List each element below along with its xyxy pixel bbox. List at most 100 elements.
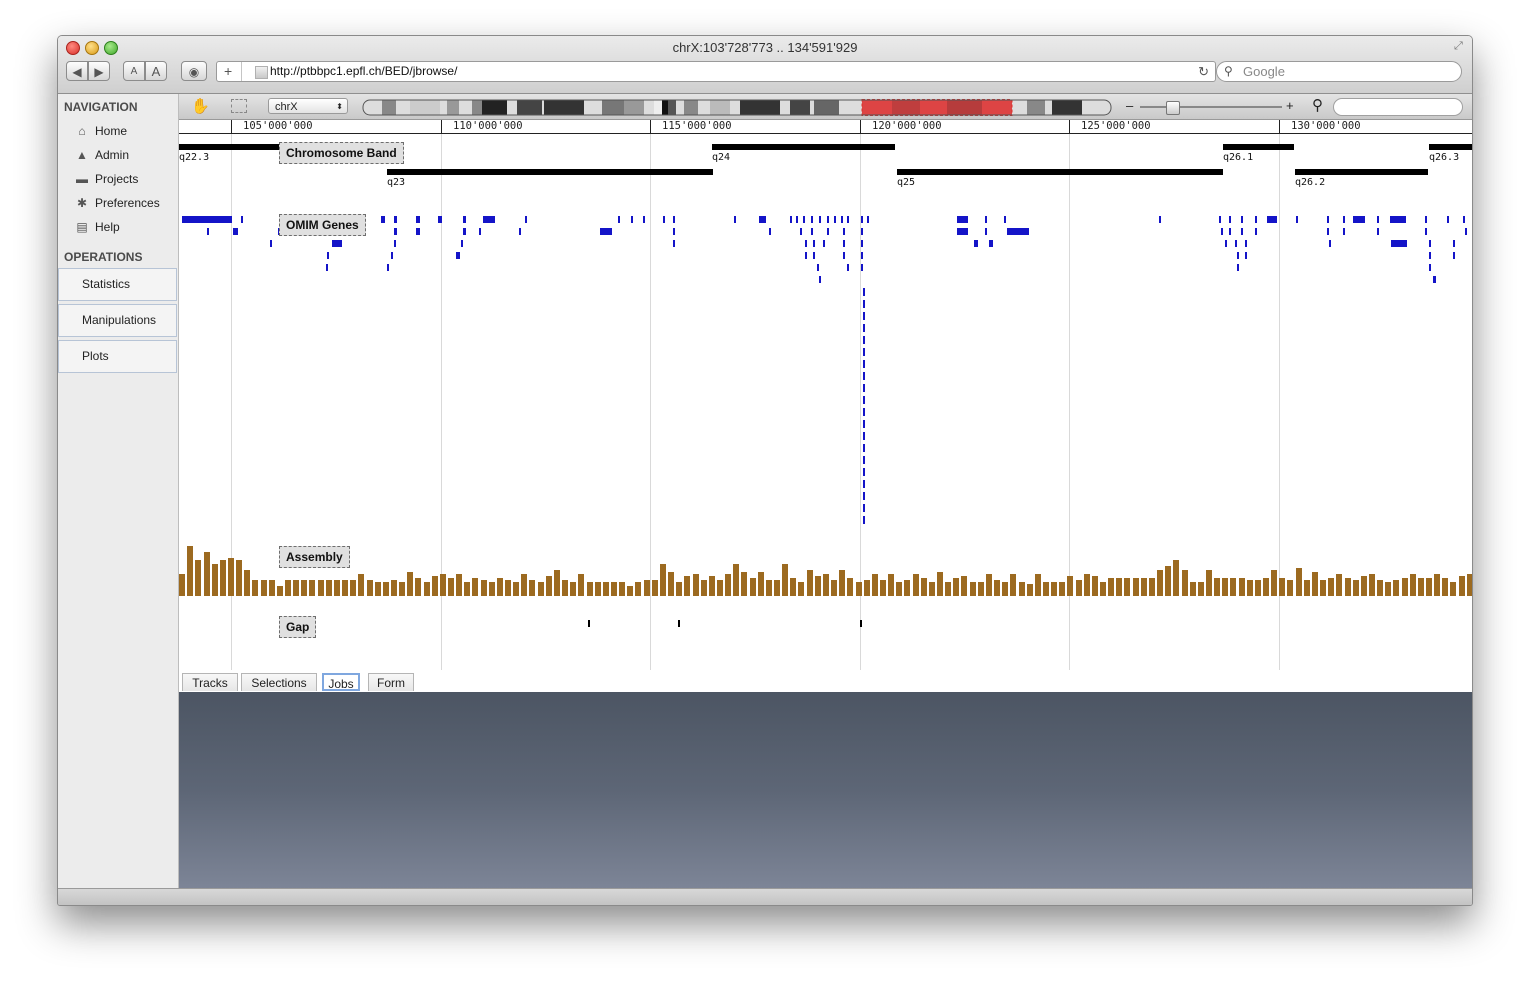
track-label-chromosome-band[interactable]: Chromosome Band — [279, 142, 404, 164]
band-bar[interactable] — [1295, 169, 1428, 175]
gene-feature[interactable] — [1255, 216, 1257, 223]
gene-feature[interactable] — [863, 300, 865, 308]
gene-feature[interactable] — [479, 228, 481, 235]
gene-feature[interactable] — [394, 240, 396, 247]
gene-feature[interactable] — [326, 264, 328, 271]
gene-feature[interactable] — [1429, 240, 1431, 247]
zoom-out-icon[interactable]: – — [1126, 98, 1134, 113]
gene-feature[interactable] — [387, 264, 389, 271]
gene-feature[interactable] — [463, 216, 466, 223]
gene-feature[interactable] — [241, 216, 243, 223]
back-button[interactable]: ◀ — [66, 61, 88, 81]
gene-feature[interactable] — [1219, 216, 1221, 223]
text-smaller-button[interactable]: A — [123, 61, 145, 81]
gene-feature[interactable] — [803, 216, 805, 223]
zoom-in-icon[interactable]: + — [1286, 98, 1294, 113]
operation-plots[interactable]: Plots — [58, 340, 177, 373]
track-label-assembly[interactable]: Assembly — [279, 546, 350, 568]
gene-feature[interactable] — [769, 228, 771, 235]
gene-feature[interactable] — [1229, 228, 1231, 235]
gene-feature[interactable] — [800, 228, 802, 235]
gene-feature[interactable] — [1343, 216, 1345, 223]
nav-item-admin[interactable]: ▲ Admin — [74, 145, 174, 165]
gene-feature[interactable] — [1377, 216, 1379, 223]
gene-feature[interactable] — [827, 228, 829, 235]
gene-feature[interactable] — [823, 240, 825, 247]
gene-feature[interactable] — [1245, 240, 1247, 247]
tab-selections[interactable]: Selections — [241, 673, 317, 691]
gene-feature[interactable] — [863, 348, 865, 356]
gene-feature[interactable] — [1329, 240, 1331, 247]
gene-feature[interactable] — [1429, 252, 1431, 259]
gene-feature[interactable] — [438, 216, 442, 223]
gene-feature[interactable] — [643, 216, 645, 223]
tab-tracks[interactable]: Tracks — [182, 673, 238, 691]
operation-statistics[interactable]: Statistics — [58, 268, 177, 301]
tab-form[interactable]: Form — [368, 673, 414, 691]
gene-feature[interactable] — [863, 492, 865, 500]
gene-feature[interactable] — [841, 216, 843, 223]
gene-feature[interactable] — [618, 216, 620, 223]
gene-feature[interactable] — [863, 420, 865, 428]
gene-feature[interactable] — [1267, 216, 1277, 223]
gene-feature[interactable] — [1229, 216, 1231, 223]
gene-feature[interactable] — [207, 228, 209, 235]
gene-feature[interactable] — [847, 216, 849, 223]
band-bar[interactable] — [179, 144, 279, 150]
region-select-icon[interactable] — [231, 99, 247, 113]
nav-item-home[interactable]: ⌂ Home — [74, 121, 174, 141]
gene-feature[interactable] — [1343, 228, 1345, 235]
gene-feature[interactable] — [461, 240, 463, 247]
gene-feature[interactable] — [989, 240, 993, 247]
gene-feature[interactable] — [843, 228, 845, 235]
gene-feature[interactable] — [1327, 228, 1329, 235]
gene-feature[interactable] — [985, 216, 987, 223]
add-bookmark-icon[interactable]: + — [224, 63, 233, 79]
gene-feature[interactable] — [182, 216, 232, 223]
zoom-window-button[interactable] — [104, 41, 118, 55]
gap-feature[interactable] — [678, 620, 680, 627]
location-search-input[interactable] — [1333, 98, 1463, 116]
gene-feature[interactable] — [863, 408, 865, 416]
gene-feature[interactable] — [861, 228, 863, 235]
track-label-gap[interactable]: Gap — [279, 616, 317, 638]
gap-feature[interactable] — [860, 620, 862, 627]
gene-feature[interactable] — [1465, 228, 1467, 235]
track-label-omim-genes[interactable]: OMIM Genes — [279, 214, 366, 236]
gene-feature[interactable] — [957, 228, 968, 235]
gene-feature[interactable] — [1447, 216, 1449, 223]
gene-feature[interactable] — [1221, 228, 1223, 235]
gene-feature[interactable] — [1255, 228, 1257, 235]
gene-feature[interactable] — [327, 252, 329, 259]
chromosome-ideogram[interactable] — [362, 99, 1112, 116]
gene-feature[interactable] — [847, 264, 849, 271]
gene-feature[interactable] — [863, 456, 865, 464]
gene-feature[interactable] — [1296, 216, 1298, 223]
gene-feature[interactable] — [863, 396, 865, 404]
gene-feature[interactable] — [1377, 228, 1379, 235]
gene-feature[interactable] — [805, 252, 807, 259]
band-bar[interactable] — [1429, 144, 1472, 150]
close-window-button[interactable] — [66, 41, 80, 55]
gene-feature[interactable] — [1327, 216, 1329, 223]
gene-feature[interactable] — [867, 216, 869, 223]
zoom-thumb[interactable] — [1166, 101, 1180, 115]
gene-feature[interactable] — [796, 216, 798, 223]
gene-feature[interactable] — [1429, 264, 1431, 271]
gene-feature[interactable] — [863, 504, 865, 512]
gene-feature[interactable] — [957, 216, 968, 223]
gene-feature[interactable] — [834, 216, 836, 223]
gene-feature[interactable] — [974, 240, 978, 247]
gene-feature[interactable] — [1241, 228, 1243, 235]
gene-feature[interactable] — [1004, 216, 1006, 223]
gene-feature[interactable] — [827, 216, 829, 223]
gene-feature[interactable] — [416, 228, 420, 235]
reader-button[interactable]: ◉ — [181, 61, 207, 81]
gene-feature[interactable] — [863, 312, 865, 320]
gene-feature[interactable] — [861, 264, 863, 271]
gene-feature[interactable] — [483, 216, 495, 223]
gene-feature[interactable] — [863, 480, 865, 488]
gene-feature[interactable] — [270, 240, 272, 247]
gene-feature[interactable] — [519, 228, 521, 235]
gene-feature[interactable] — [1241, 216, 1243, 223]
